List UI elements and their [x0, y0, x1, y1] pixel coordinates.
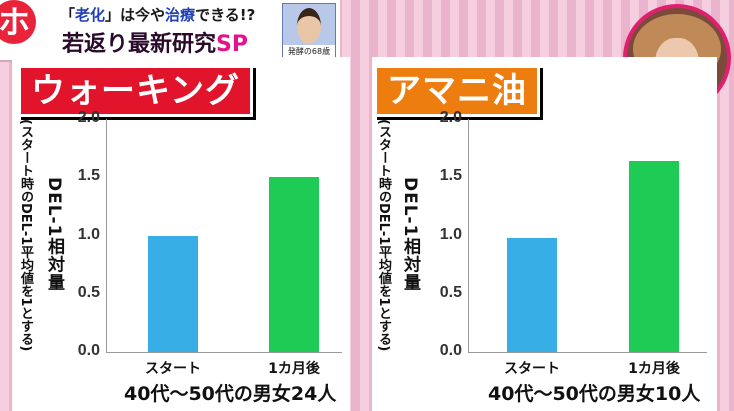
banner-title: 若返り最新研究SP [62, 32, 248, 57]
y-tick-label: 1.0 [439, 225, 462, 243]
y-tick-label: 1.5 [77, 167, 100, 185]
y-tick-label: 2.0 [77, 109, 100, 126]
y-axis-label: DEL-1相対量 [44, 177, 64, 292]
y-axis-line [106, 119, 107, 352]
x-axis-title: 40代〜50代の男女24人 [124, 383, 337, 405]
y-tick-label: 2.0 [439, 109, 462, 126]
x-axis-line [106, 352, 342, 353]
y-axis-label: DEL-1相対量 [400, 177, 420, 292]
y-axis-line [468, 119, 469, 352]
bar-one-month [629, 160, 679, 352]
y-axis-note: (スタート時のDEL-1平均値を1とする) [18, 119, 33, 352]
x-category-label: スタート [145, 361, 201, 377]
program-banner: ホ 「老化」は今や治療できる!? 若返り最新研究SP 発酵の68歳 [0, 0, 340, 62]
guest-face-image [297, 8, 321, 44]
y-tick-label: 0.5 [439, 283, 462, 301]
chart-title: アマニ油 [374, 65, 540, 117]
y-tick-label: 0.0 [439, 342, 462, 359]
bar-start [148, 235, 198, 352]
chart-panel-walking: ウォーキング (スタート時のDEL-1平均値を1とする) DEL-1相対量 40… [12, 57, 350, 411]
y-tick-label: 0.5 [77, 283, 100, 301]
guest-caption: 発酵の68歳 [283, 45, 335, 58]
x-category-label: 1カ月後 [268, 361, 320, 377]
y-tick-label: 1.5 [439, 167, 462, 185]
program-logo: ホ [0, 0, 36, 44]
banner-subtitle: 「老化」は今や治療できる!? [60, 6, 256, 24]
bar-start [507, 237, 557, 352]
chart-panel-flaxseed-oil: アマニ油 (スタート時のDEL-1平均値を1とする) DEL-1相対量 40代〜… [372, 57, 717, 411]
x-category-label: 1カ月後 [628, 361, 680, 377]
x-category-label: スタート [504, 361, 560, 377]
x-axis-line [468, 352, 707, 353]
guest-photo: 発酵の68歳 [282, 3, 336, 59]
y-tick-label: 1.0 [77, 225, 100, 243]
chart-title: ウォーキング [18, 65, 253, 117]
bar-one-month [269, 177, 319, 352]
y-axis-note: (スタート時のDEL-1平均値を1とする) [376, 119, 391, 352]
x-axis-title: 40代〜50代の男女10人 [488, 383, 701, 405]
y-tick-label: 0.0 [77, 342, 100, 359]
